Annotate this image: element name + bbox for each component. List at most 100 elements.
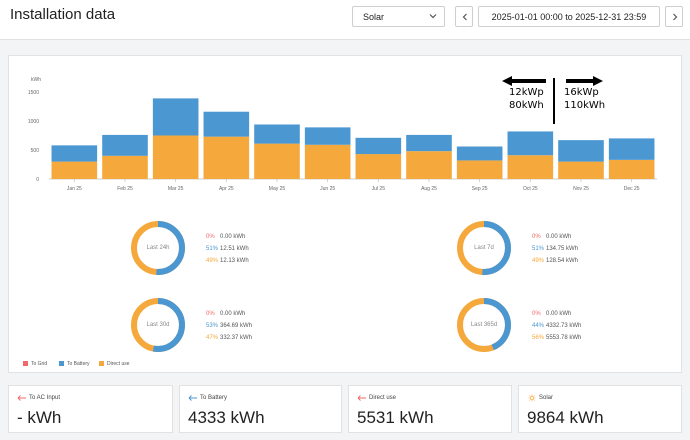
bar-direct-use (456, 160, 503, 179)
annotation-left-line: 80kWh (509, 100, 544, 111)
stat-label: Solar (539, 395, 554, 401)
donut-last-24h: Last 24h 0% 0.00 kWh 51% 12.51 kWh 49% 12.13 k… (129, 219, 259, 279)
stat-value: 5531 kWh (357, 408, 434, 427)
donut-battery-arc (457, 298, 511, 352)
bar-direct-use (507, 155, 554, 179)
donut-row-percent: 44% (532, 323, 545, 329)
bar-direct-use (558, 161, 604, 179)
bar-to-battery (51, 145, 98, 162)
sun-core (529, 395, 535, 401)
prev-period-button[interactable] (455, 6, 473, 27)
y-axis-label: kWh (31, 77, 41, 83)
bar-to-battery (152, 98, 199, 136)
arrow-left-icon (188, 395, 197, 401)
donut-center-label: Last 365d (470, 322, 498, 328)
sun-icon (528, 394, 536, 402)
donut-row-value: 364.69 kWh (220, 323, 253, 329)
bar-to-battery (608, 138, 655, 160)
donut-ring (131, 221, 185, 275)
sun-ray (529, 399, 531, 401)
x-tick-label: Sep 25 (472, 186, 488, 192)
legend-swatch (59, 361, 64, 366)
donut-row-value: 12.13 kWh (220, 258, 249, 264)
legend-item-direct[interactable]: Direct use (99, 361, 130, 367)
donut-row-percent: 51% (532, 246, 545, 252)
donut-row-percent: 53% (206, 323, 219, 329)
donut-row-percent: 49% (206, 258, 219, 264)
stat-card-to-battery: To Battery 4333 kWh (179, 385, 342, 433)
donut-center-label: Last 30d (146, 322, 170, 328)
donut-row-value: 12.51 kWh (220, 246, 249, 252)
annotation-right-line: 16kWp (564, 87, 599, 98)
donut-row-value: 0.00 kWh (546, 234, 572, 240)
chevron-down-icon (429, 14, 437, 19)
x-tick-label: May 25 (269, 186, 286, 192)
donut-center-label: Last 24h (146, 245, 170, 251)
source-select[interactable]: Solar (352, 6, 445, 27)
source-select-value: Solar (363, 12, 385, 22)
date-range-field[interactable]: 2025-01-01 00:00 to 2025-12-31 23:59 (478, 6, 660, 27)
legend-item-battery[interactable]: To Battery (59, 361, 90, 367)
donut-row-percent: 51% (206, 246, 219, 252)
donut-last-365d: Last 365d 0% 0.00 kWh 44% 4332.73 kWh 56% 5553… (455, 296, 585, 356)
bar-direct-use (304, 144, 351, 179)
bar-to-battery (102, 134, 148, 156)
stat-value: - kWh (17, 408, 62, 427)
chart-card: kWh 1500 1000 500 0 Jan 25 Feb 25 Mar 25 Apr 25 M… (8, 55, 682, 373)
bar-direct-use (203, 136, 250, 179)
bar-direct-use (102, 155, 148, 179)
chevron-right-icon (673, 13, 678, 21)
donut-row-value: 0.00 kWh (220, 234, 246, 240)
next-period-button[interactable] (665, 6, 683, 27)
bar-direct-use (608, 159, 655, 179)
stat-value: 4333 kWh (188, 408, 265, 427)
sun-ray (533, 399, 535, 401)
donut-row-value: 5553.78 kWh (546, 335, 582, 341)
arrow-stroke (188, 395, 197, 401)
bar-direct-use (51, 161, 98, 179)
donut-row-value: 0.00 kWh (546, 311, 572, 317)
x-tick-label: Oct 25 (523, 186, 538, 192)
donut-ring (457, 221, 511, 275)
sun-ray (533, 395, 535, 397)
legend-item-grid[interactable]: To Grid (23, 361, 47, 367)
arrow-left-icon (357, 395, 366, 401)
arrow-right-annotation-icon (566, 76, 603, 86)
arrow-stroke (17, 395, 26, 401)
donut-row-percent: 0% (206, 311, 215, 317)
stat-value: 9864 kWh (527, 408, 604, 427)
donut-row-value: 134.75 kWh (546, 246, 579, 252)
donut-ring (131, 298, 185, 352)
donut-center-label: Last 7d (474, 245, 494, 251)
legend-label: Direct use (107, 361, 130, 367)
bar-direct-use (406, 151, 452, 179)
x-tick-label: Dec 25 (624, 186, 640, 192)
donut-row-percent: 0% (532, 234, 541, 240)
donut-row-percent: 0% (532, 311, 541, 317)
donut-battery-arc (131, 221, 185, 275)
stat-label: To AC Input (29, 395, 61, 401)
bar-to-battery (304, 127, 351, 145)
arrow-left-annotation-icon (502, 76, 546, 86)
donut-row-value: 128.54 kWh (546, 258, 579, 264)
legend-label: To Battery (67, 361, 90, 367)
stat-label: Direct use (369, 395, 397, 401)
y-tick-label: 1500 (28, 90, 39, 96)
donut-row-value: 332.37 kWh (220, 335, 253, 341)
donut-last-30d: Last 30d 0% 0.00 kWh 53% 364.69 kWh 47% 332.37… (129, 296, 259, 356)
donut-ring (457, 298, 511, 352)
legend-swatch (99, 361, 104, 366)
bar-direct-use (152, 135, 199, 179)
x-tick-label: Aug 25 (421, 186, 437, 192)
page-title: Installation data (10, 6, 116, 23)
x-tick-label: Feb 25 (117, 186, 133, 192)
donut-row-percent: 49% (532, 258, 545, 264)
y-tick-label: 500 (31, 148, 40, 154)
monthly-bar-chart: kWh 1500 1000 500 0 Jan 25 Feb 25 Mar 25 Apr 25 M… (28, 76, 657, 192)
bar-to-battery (203, 111, 250, 137)
donut-row-value: 0.00 kWh (220, 311, 246, 317)
annotation-right-line: 110kWh (564, 100, 605, 111)
donut-battery-arc (131, 298, 185, 352)
bar-direct-use (355, 154, 402, 179)
x-tick-label: Jun 25 (320, 186, 335, 192)
